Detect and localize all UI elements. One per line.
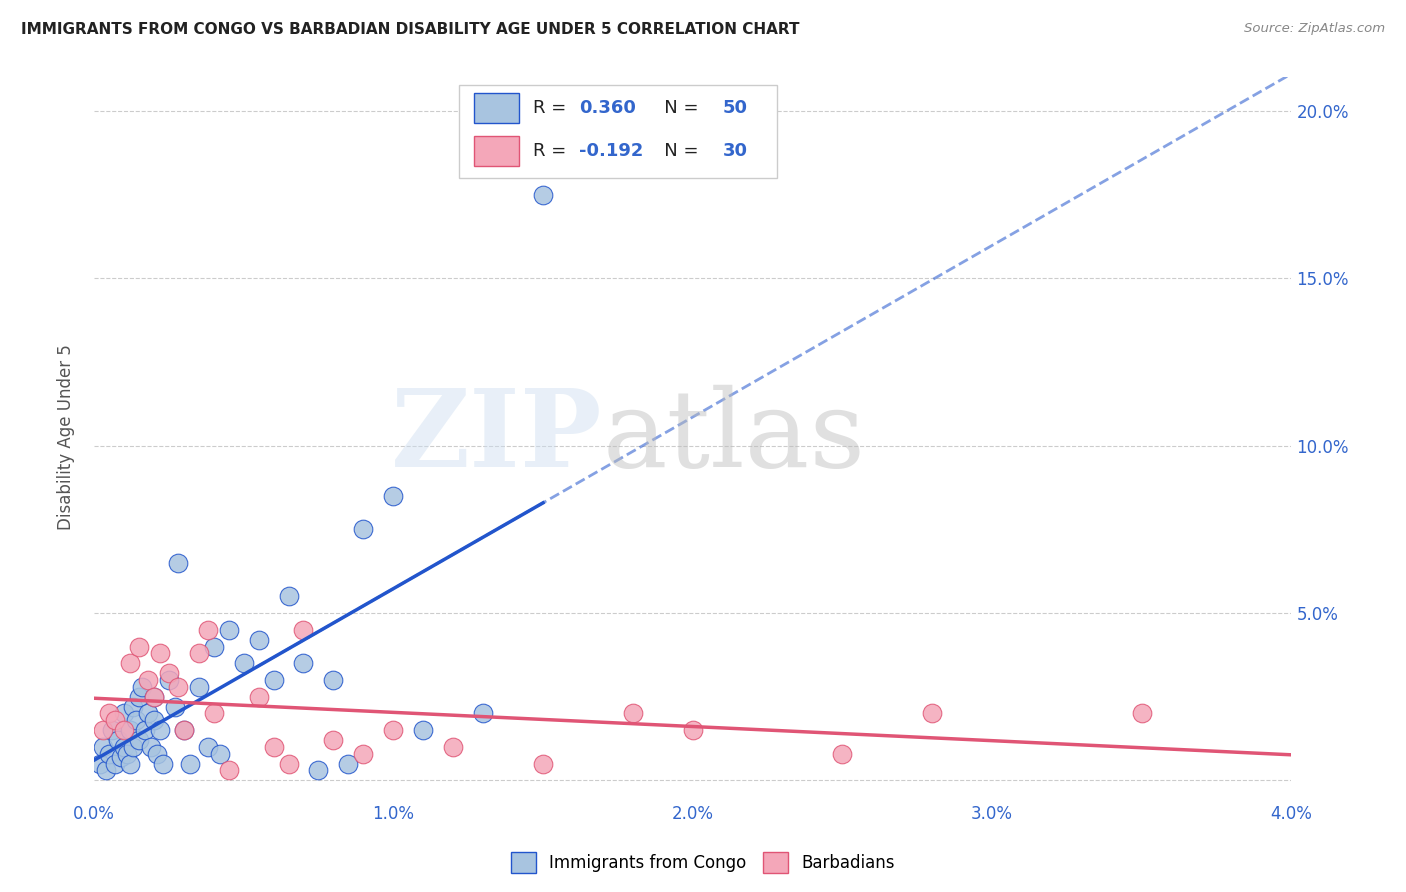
Point xyxy=(128,640,150,654)
Point xyxy=(97,706,120,721)
Point xyxy=(337,756,360,771)
Text: IMMIGRANTS FROM CONGO VS BARBADIAN DISABILITY AGE UNDER 5 CORRELATION CHART: IMMIGRANTS FROM CONGO VS BARBADIAN DISAB… xyxy=(21,22,800,37)
Point xyxy=(125,713,148,727)
Point xyxy=(197,623,219,637)
Text: 30: 30 xyxy=(723,142,748,160)
Point xyxy=(187,680,209,694)
Point xyxy=(142,690,165,704)
Point xyxy=(831,747,853,761)
Point xyxy=(107,733,129,747)
Text: N =: N = xyxy=(647,99,704,117)
Point xyxy=(382,723,405,738)
Point xyxy=(142,690,165,704)
Point xyxy=(115,747,138,761)
Point xyxy=(173,723,195,738)
Point xyxy=(104,756,127,771)
Point xyxy=(131,680,153,694)
Point xyxy=(136,706,159,721)
Point xyxy=(263,673,285,687)
Point xyxy=(166,556,188,570)
Point xyxy=(112,723,135,738)
Point xyxy=(157,673,180,687)
Point xyxy=(197,739,219,754)
Point xyxy=(118,723,141,738)
Point xyxy=(91,723,114,738)
Point xyxy=(202,706,225,721)
FancyBboxPatch shape xyxy=(474,136,519,166)
Point xyxy=(163,699,186,714)
Text: Source: ZipAtlas.com: Source: ZipAtlas.com xyxy=(1244,22,1385,36)
Point xyxy=(531,187,554,202)
Point xyxy=(277,756,299,771)
Point xyxy=(472,706,495,721)
Point xyxy=(441,739,464,754)
Point xyxy=(382,489,405,503)
Point xyxy=(352,747,374,761)
Point xyxy=(139,739,162,754)
Point xyxy=(208,747,231,761)
Point xyxy=(152,756,174,771)
Point xyxy=(136,673,159,687)
Point xyxy=(128,733,150,747)
Point xyxy=(232,657,254,671)
Point xyxy=(134,723,156,738)
Point xyxy=(247,632,270,647)
Point xyxy=(121,739,143,754)
Text: R =: R = xyxy=(533,99,572,117)
Point xyxy=(110,750,132,764)
Text: atlas: atlas xyxy=(603,384,866,490)
FancyBboxPatch shape xyxy=(474,93,519,123)
Point xyxy=(247,690,270,704)
Point xyxy=(202,640,225,654)
Point xyxy=(149,646,172,660)
Point xyxy=(112,739,135,754)
Point xyxy=(1130,706,1153,721)
Text: 50: 50 xyxy=(723,99,748,117)
Text: R =: R = xyxy=(533,142,572,160)
Point xyxy=(166,680,188,694)
Point xyxy=(142,713,165,727)
Point xyxy=(187,646,209,660)
Point xyxy=(104,713,127,727)
Point xyxy=(121,699,143,714)
Point xyxy=(277,589,299,603)
Point xyxy=(921,706,943,721)
Point xyxy=(112,706,135,721)
Point xyxy=(218,623,240,637)
Point xyxy=(263,739,285,754)
Point xyxy=(173,723,195,738)
Text: -0.192: -0.192 xyxy=(579,142,644,160)
Point xyxy=(621,706,644,721)
Point xyxy=(94,764,117,778)
Point xyxy=(292,657,315,671)
Point xyxy=(146,747,169,761)
Y-axis label: Disability Age Under 5: Disability Age Under 5 xyxy=(58,344,75,530)
Point xyxy=(118,756,141,771)
Point xyxy=(118,657,141,671)
Point xyxy=(412,723,434,738)
Point xyxy=(149,723,172,738)
Point xyxy=(352,522,374,536)
Point xyxy=(128,690,150,704)
Point xyxy=(157,666,180,681)
Point xyxy=(91,739,114,754)
Point xyxy=(218,764,240,778)
Legend: Immigrants from Congo, Barbadians: Immigrants from Congo, Barbadians xyxy=(505,846,901,880)
Point xyxy=(292,623,315,637)
Point xyxy=(89,756,111,771)
Point xyxy=(308,764,330,778)
Point xyxy=(322,733,344,747)
Text: 0.360: 0.360 xyxy=(579,99,636,117)
Point xyxy=(101,723,124,738)
Text: N =: N = xyxy=(647,142,704,160)
Point xyxy=(531,756,554,771)
Text: ZIP: ZIP xyxy=(391,384,603,491)
FancyBboxPatch shape xyxy=(460,85,776,178)
Point xyxy=(322,673,344,687)
Point xyxy=(97,747,120,761)
Point xyxy=(682,723,704,738)
Point xyxy=(179,756,201,771)
